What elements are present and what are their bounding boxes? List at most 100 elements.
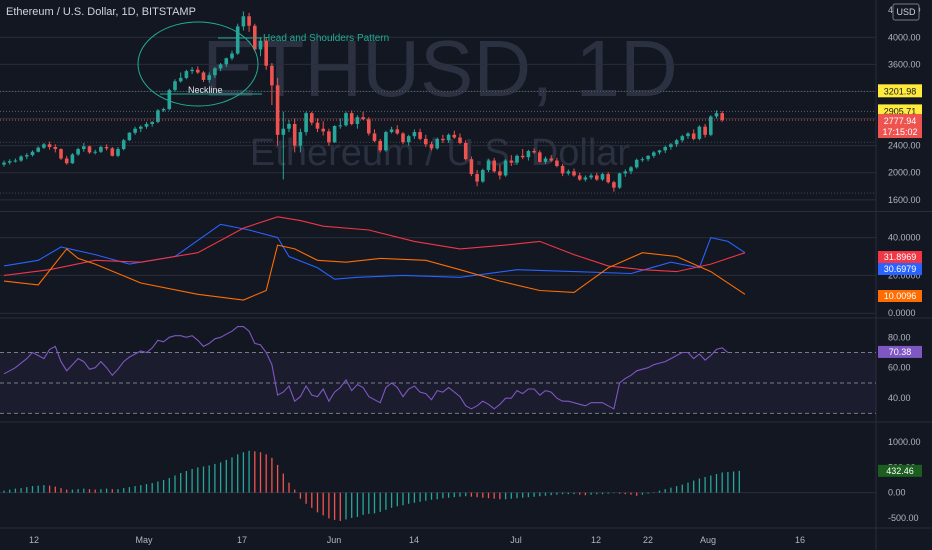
candle-body[interactable] bbox=[583, 177, 588, 180]
candle-body[interactable] bbox=[697, 126, 702, 139]
candle-body[interactable] bbox=[520, 155, 525, 158]
candle-body[interactable] bbox=[13, 160, 18, 162]
candle-body[interactable] bbox=[264, 40, 268, 66]
candle-body[interactable] bbox=[691, 133, 696, 139]
candle-body[interactable] bbox=[463, 142, 468, 160]
candle-body[interactable] bbox=[709, 116, 713, 135]
candle-body[interactable] bbox=[42, 144, 46, 148]
candle-body[interactable] bbox=[669, 144, 673, 147]
candle-body[interactable] bbox=[338, 125, 343, 127]
candle-body[interactable] bbox=[595, 175, 599, 180]
candle-body[interactable] bbox=[452, 134, 457, 138]
candle-body[interactable] bbox=[481, 170, 485, 182]
candle-body[interactable] bbox=[298, 132, 303, 146]
candle-body[interactable] bbox=[178, 77, 183, 82]
candle-body[interactable] bbox=[412, 132, 417, 137]
candle-body[interactable] bbox=[634, 159, 639, 168]
head-shoulders-annotation[interactable]: Head and Shoulders Pattern Neckline bbox=[137, 21, 389, 107]
candle-body[interactable] bbox=[87, 146, 92, 153]
candle-body[interactable] bbox=[640, 159, 645, 161]
candle-body[interactable] bbox=[110, 148, 115, 156]
candle-body[interactable] bbox=[435, 138, 439, 149]
candle-body[interactable] bbox=[93, 151, 97, 153]
candle-body[interactable] bbox=[606, 174, 610, 183]
candle-body[interactable] bbox=[424, 138, 428, 145]
candle-body[interactable] bbox=[361, 117, 365, 120]
candle-body[interactable] bbox=[70, 154, 75, 164]
dmi-pane[interactable] bbox=[3, 216, 746, 301]
dmi-minus-line[interactable] bbox=[3, 216, 746, 276]
dmi-adx-line[interactable] bbox=[3, 244, 746, 301]
candle-body[interactable] bbox=[498, 171, 502, 176]
candle-body[interactable] bbox=[503, 160, 508, 176]
candle-body[interactable] bbox=[310, 113, 314, 123]
currency-button-frame[interactable] bbox=[892, 3, 920, 21]
candle-body[interactable] bbox=[247, 16, 251, 26]
candle-body[interactable] bbox=[674, 140, 679, 145]
candle-body[interactable] bbox=[139, 126, 143, 129]
candle-body[interactable] bbox=[492, 160, 496, 172]
candle-body[interactable] bbox=[30, 151, 35, 156]
candle-body[interactable] bbox=[384, 132, 388, 151]
candle-body[interactable] bbox=[532, 151, 536, 153]
candle-body[interactable] bbox=[577, 175, 582, 180]
candle-body[interactable] bbox=[116, 149, 120, 156]
candle-body[interactable] bbox=[2, 162, 6, 165]
candle-body[interactable] bbox=[59, 149, 63, 159]
candle-body[interactable] bbox=[315, 122, 320, 129]
candle-body[interactable] bbox=[281, 128, 286, 135]
candle-body[interactable] bbox=[275, 85, 280, 135]
candle-body[interactable] bbox=[270, 65, 274, 86]
candle-body[interactable] bbox=[549, 158, 553, 161]
candle-body[interactable] bbox=[680, 136, 685, 141]
candle-body[interactable] bbox=[389, 129, 394, 133]
candle-body[interactable] bbox=[543, 158, 548, 162]
candle-body[interactable] bbox=[395, 129, 400, 134]
candle-body[interactable] bbox=[218, 64, 223, 69]
candle-body[interactable] bbox=[76, 149, 80, 155]
candle-body[interactable] bbox=[720, 113, 724, 121]
candle-body[interactable] bbox=[167, 90, 172, 110]
candle-body[interactable] bbox=[486, 160, 491, 171]
candle-body[interactable] bbox=[555, 160, 559, 166]
candle-body[interactable] bbox=[161, 109, 166, 111]
candle-body[interactable] bbox=[19, 156, 23, 161]
candle-body[interactable] bbox=[566, 171, 571, 174]
candle-body[interactable] bbox=[321, 128, 325, 132]
candle-body[interactable] bbox=[703, 126, 707, 135]
candle-body[interactable] bbox=[509, 160, 514, 163]
candle-body[interactable] bbox=[304, 113, 308, 133]
candle-body[interactable] bbox=[121, 140, 126, 150]
candle-body[interactable] bbox=[652, 152, 656, 156]
candle-body[interactable] bbox=[196, 69, 200, 73]
candle-body[interactable] bbox=[378, 140, 382, 151]
candle-body[interactable] bbox=[127, 132, 132, 141]
candle-body[interactable] bbox=[184, 71, 189, 78]
candle-body[interactable] bbox=[560, 165, 565, 174]
price-pane[interactable] bbox=[0, 11, 876, 194]
candle-body[interactable] bbox=[429, 144, 434, 149]
candle-body[interactable] bbox=[344, 113, 348, 126]
candle-body[interactable] bbox=[526, 151, 531, 158]
candle-body[interactable] bbox=[224, 58, 229, 65]
candle-body[interactable] bbox=[327, 131, 331, 143]
candle-body[interactable] bbox=[401, 133, 405, 143]
candle-body[interactable] bbox=[475, 174, 479, 182]
candle-body[interactable] bbox=[201, 72, 206, 80]
candle-body[interactable] bbox=[600, 174, 605, 180]
candle-body[interactable] bbox=[349, 113, 354, 124]
candle-body[interactable] bbox=[150, 121, 154, 124]
candle-body[interactable] bbox=[663, 147, 667, 151]
candle-body[interactable] bbox=[47, 144, 52, 147]
candle-body[interactable] bbox=[355, 117, 360, 124]
candle-body[interactable] bbox=[173, 81, 177, 91]
macd-pane[interactable] bbox=[3, 450, 740, 521]
candle-body[interactable] bbox=[36, 147, 40, 152]
candle-body[interactable] bbox=[25, 155, 29, 157]
candle-body[interactable] bbox=[469, 159, 474, 175]
candle-body[interactable] bbox=[235, 26, 240, 54]
candle-body[interactable] bbox=[646, 155, 650, 160]
candle-body[interactable] bbox=[441, 138, 445, 141]
candle-body[interactable] bbox=[104, 147, 109, 149]
